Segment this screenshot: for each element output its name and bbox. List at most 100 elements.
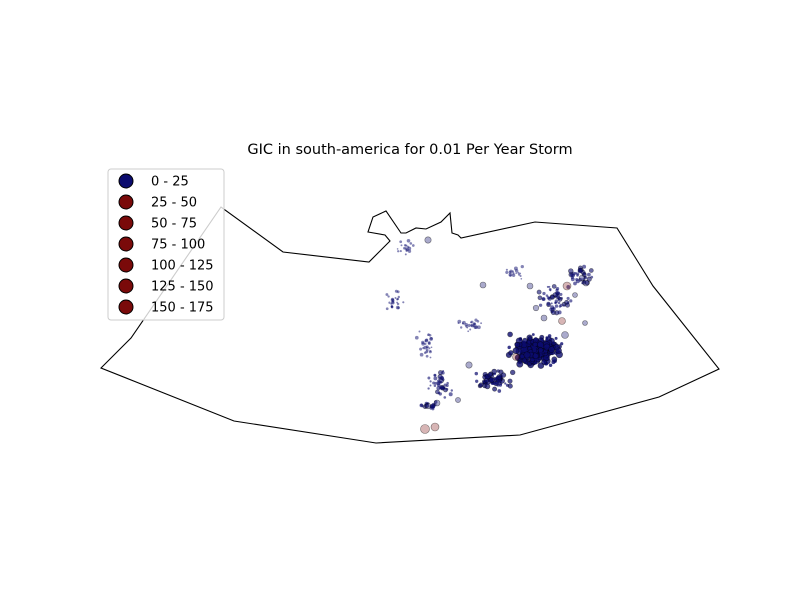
gic-station-point [465,361,473,369]
gic-station-point [505,270,509,274]
gic-station-point [390,302,393,305]
gic-station-point [519,274,522,278]
gic-station-point [527,336,533,341]
gic-station-point [519,349,522,353]
gic-station-point [539,353,543,357]
gic-station-point [556,292,560,296]
gic-station-point [551,360,556,365]
gic-station-point [433,376,438,381]
gic-station-point [470,321,472,324]
gic-station-point [429,350,432,353]
gic-station-point [442,369,445,373]
gic-station-point [575,279,580,284]
gic-station-point [433,399,441,407]
gic-station-point [526,282,534,290]
gic-station-point [562,304,566,307]
gic-station-point [532,341,538,348]
gic-station-point [548,346,555,353]
gic-station-point [427,387,430,390]
gic-station-point [427,333,430,336]
gic-station-point [532,346,537,350]
gic-station-point [433,384,437,387]
gic-station-point [385,293,389,296]
gic-station-point [547,334,552,338]
map-extent-boundary [100,206,720,444]
gic-station-point [539,349,543,353]
gic-station-point [555,347,562,355]
gic-station-point [445,387,449,391]
gic-station-point [425,348,429,352]
gic-station-point [464,322,469,327]
legend-label: 125 - 150 [151,280,214,295]
gic-station-point [492,386,498,392]
gic-station-point [538,303,543,307]
gic-station-point [537,295,543,301]
gic-station-point [545,294,549,297]
gic-station-point [419,403,424,408]
gic-station-point [424,340,427,342]
gic-station-point [569,299,573,303]
gic-station-point [562,281,572,291]
gic-station-point [532,352,539,360]
gic-station-point [399,240,403,244]
gic-station-point [496,381,500,385]
gic-station-point [391,299,395,302]
legend-frame [107,168,225,321]
gic-station-point [397,250,400,253]
gic-station-point [478,382,484,388]
gic-station-point [555,287,560,291]
gic-station-point [507,345,511,350]
gic-station-point [399,250,402,253]
gic-station-point [554,336,558,340]
gic-station-point [570,277,575,282]
gic-station-point [514,341,521,348]
gic-station-point [531,333,535,336]
gic-station-point [520,277,523,280]
gic-station-point [566,301,570,305]
gic-station-point [550,302,553,305]
gic-station-point [404,253,407,256]
gic-station-point [394,289,398,293]
gic-station-point [551,307,554,310]
gic-station-point [578,274,586,282]
gic-station-point [396,298,399,301]
gic-station-point [438,392,442,396]
gic-station-point [588,268,594,273]
gic-station-point [498,379,502,383]
gic-station-point [414,335,419,340]
gic-station-point [472,324,475,327]
gic-station-point [429,384,432,387]
map-title: GIC in south-america for 0.01 Per Year S… [247,142,572,158]
gic-station-point [557,301,561,305]
legend-marker [118,236,134,252]
gic-station-point [441,371,445,375]
legend-label: 150 - 175 [151,301,214,316]
gic-station-point [443,396,447,399]
gic-station-point [461,322,464,325]
gic-station-point [578,269,583,274]
gic-station-point [445,384,449,388]
gic-station-point [432,381,436,385]
gic-station-point [475,379,479,383]
gic-station-point [443,387,446,390]
gic-station-point [495,378,498,381]
gic-station-point [480,322,483,325]
gic-station-point [425,354,429,358]
gic-station-point [477,325,481,330]
gic-station-point [440,376,444,380]
gic-station-point [541,297,546,301]
gic-station-point [587,272,591,277]
gic-station-point [566,296,570,300]
gic-station-point [402,301,405,304]
gic-station-point [409,242,413,245]
gic-station-point [433,374,437,377]
gic-station-point [495,382,498,385]
legend-marker [118,215,134,231]
gic-station-point [504,382,507,385]
gic-station-point [396,302,400,306]
gic-station-point [423,351,427,354]
gic-station-point [509,274,512,277]
gic-station-point [467,330,470,333]
gic-station-point [572,292,578,298]
gic-station-point [541,359,547,365]
